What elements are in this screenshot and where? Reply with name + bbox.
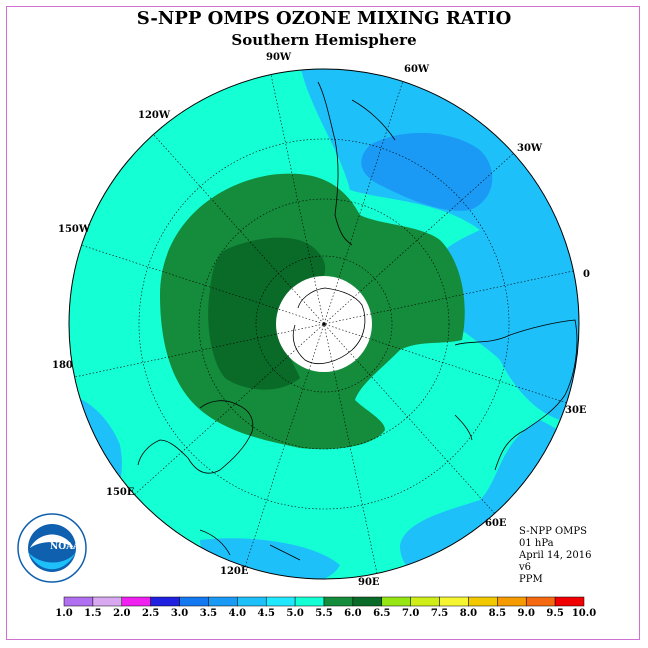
colorbar-tick-label: 9.5 <box>546 608 564 619</box>
coastline-antarctica <box>292 287 366 364</box>
map-subtitle: Southern Hemisphere <box>231 31 417 49</box>
map-boundary <box>68 68 580 580</box>
info-units: PPM <box>519 574 543 585</box>
coastline-islands <box>269 544 301 561</box>
colorbar-segment <box>554 596 585 607</box>
coastlines <box>137 81 578 561</box>
colorbar-tick-label: 8.5 <box>488 608 507 619</box>
colorbar-tick-label: 3.5 <box>199 608 218 619</box>
coastline-indonesia <box>199 529 231 556</box>
meridian-4 <box>244 81 404 567</box>
colorbar <box>63 596 585 607</box>
lon-label-0: 0 <box>583 269 590 280</box>
info-level: 01 hPa <box>519 538 554 549</box>
lon-label-90w: 90W <box>266 52 292 63</box>
map-title: S-NPP OMPS OZONE MIXING RATIO <box>136 8 512 29</box>
colorbar-segment <box>439 596 469 607</box>
colorbar-tick-label: 4.0 <box>228 608 247 619</box>
colorbar-tick-label: 8.0 <box>459 608 478 619</box>
colorbar-tick-label: 1.0 <box>55 608 73 619</box>
coastline-south-america <box>317 81 353 246</box>
colorbar-segment <box>208 596 238 607</box>
meridian-5 <box>134 153 514 495</box>
lon-label-90e: 90E <box>358 577 380 588</box>
meridian-2 <box>153 134 495 514</box>
colorbar-segment <box>352 596 383 607</box>
ozone-region-4-0-south <box>400 420 579 579</box>
lon-label-30e: 30E <box>565 405 587 416</box>
coastline-africa <box>454 319 578 471</box>
figure-frame <box>6 6 640 640</box>
lon-label-150e: 150E <box>106 487 135 498</box>
colorbar-tick-label: 2.0 <box>113 608 131 619</box>
colorbar-segment <box>468 596 498 607</box>
colorbar-segment <box>525 596 556 607</box>
colorbar-tick-label: 1.5 <box>84 608 102 619</box>
colorbar-segment <box>237 596 267 607</box>
coastline-australia-east <box>187 400 254 474</box>
meridian-0 <box>74 270 574 378</box>
lon-label-60w: 60W <box>404 64 430 75</box>
colorbar-tick-label: 4.5 <box>257 608 275 619</box>
colorbar-tick-label: 5.5 <box>315 608 333 619</box>
noaa-logo <box>17 513 87 583</box>
colorbar-segment <box>265 596 296 607</box>
meridian-1 <box>81 244 567 404</box>
colorbar-tick-label: 7.5 <box>430 608 449 619</box>
graticule <box>74 74 574 574</box>
lon-label-120e: 120E <box>220 566 249 577</box>
colorbar-segment <box>63 596 94 607</box>
colorbar-tick-label: 5.0 <box>286 608 304 619</box>
ozone-region-6-0 <box>208 237 326 390</box>
colorbar-segment <box>179 596 209 607</box>
latitude-circle-3 <box>138 138 510 510</box>
info-date: April 14, 2016 <box>519 550 592 561</box>
colorbar-segment <box>410 596 440 607</box>
colorbar-segment <box>92 596 123 607</box>
colorbar-tick-label: 3.0 <box>170 608 189 619</box>
lon-label-120w: 120W <box>138 110 171 121</box>
latitude-circle-1 <box>255 255 393 393</box>
lon-label-60e: 60E <box>485 518 507 529</box>
colorbar-segment <box>381 596 411 607</box>
colorbar-tick-label: 2.5 <box>141 608 160 619</box>
colorbar-tick-label: 9.0 <box>517 608 535 619</box>
lon-label-150w: 150W <box>58 224 91 235</box>
coastline-madagascar <box>454 414 473 441</box>
info-product: S-NPP OMPS <box>519 526 587 537</box>
coastline-south-america-east <box>351 99 396 141</box>
ozone-region-3-5 <box>361 132 493 211</box>
colorbar-segment <box>497 596 527 607</box>
lon-label-30w: 30W <box>517 143 543 154</box>
coastline-australia-west <box>137 439 189 466</box>
colorbar-segment <box>294 596 325 607</box>
colorbar-tick-label: 6.0 <box>344 608 362 619</box>
colorbar-segment <box>121 596 151 607</box>
noaa-logo-text: NOAA <box>50 542 81 552</box>
info-version: v6 <box>519 562 532 573</box>
lon-label-180: 180 <box>52 360 73 371</box>
latitude-circle-2 <box>198 198 450 450</box>
colorbar-tick-label: 10.0 <box>571 608 597 619</box>
colorbar-segment <box>323 596 354 607</box>
colorbar-tick-label: 7.0 <box>401 608 420 619</box>
colorbar-segment <box>150 596 180 607</box>
meridian-3 <box>270 74 378 574</box>
colorbar-tick-label: 6.5 <box>373 608 391 619</box>
